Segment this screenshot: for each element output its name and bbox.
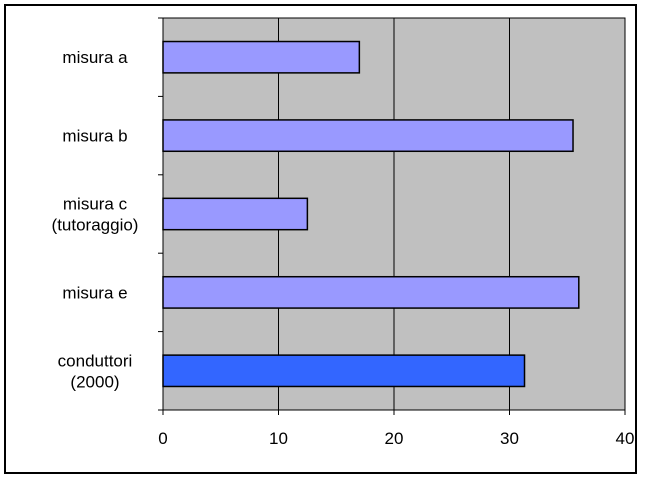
bar-1 [162,119,574,153]
bar-3 [162,275,580,309]
category-label-2-0: misura c [63,195,128,214]
x-tick-label-0: 0 [158,429,167,448]
x-tick-label-10: 10 [269,429,288,448]
category-label-4-1: (2000) [70,372,119,391]
chart-frame: 0 10 20 30 40 misura a misura b misura c (tutora… [4,4,637,474]
category-label-1-0: misura b [62,127,127,146]
bar-4 [162,354,526,388]
x-tick-label-30: 30 [500,429,519,448]
category-label-3-0: misura e [62,283,127,302]
category-label-2-1: (tutoraggio) [52,216,139,235]
category-label-4-0: conduttori [58,351,133,370]
x-tick-label-20: 20 [385,429,404,448]
bar-0 [162,40,361,74]
category-label-0-0: misura a [62,48,128,67]
bar-2 [162,197,309,231]
bar-chart: 0 10 20 30 40 misura a misura b misura c (tutora… [52,17,635,448]
x-tick-label-40: 40 [616,429,635,448]
